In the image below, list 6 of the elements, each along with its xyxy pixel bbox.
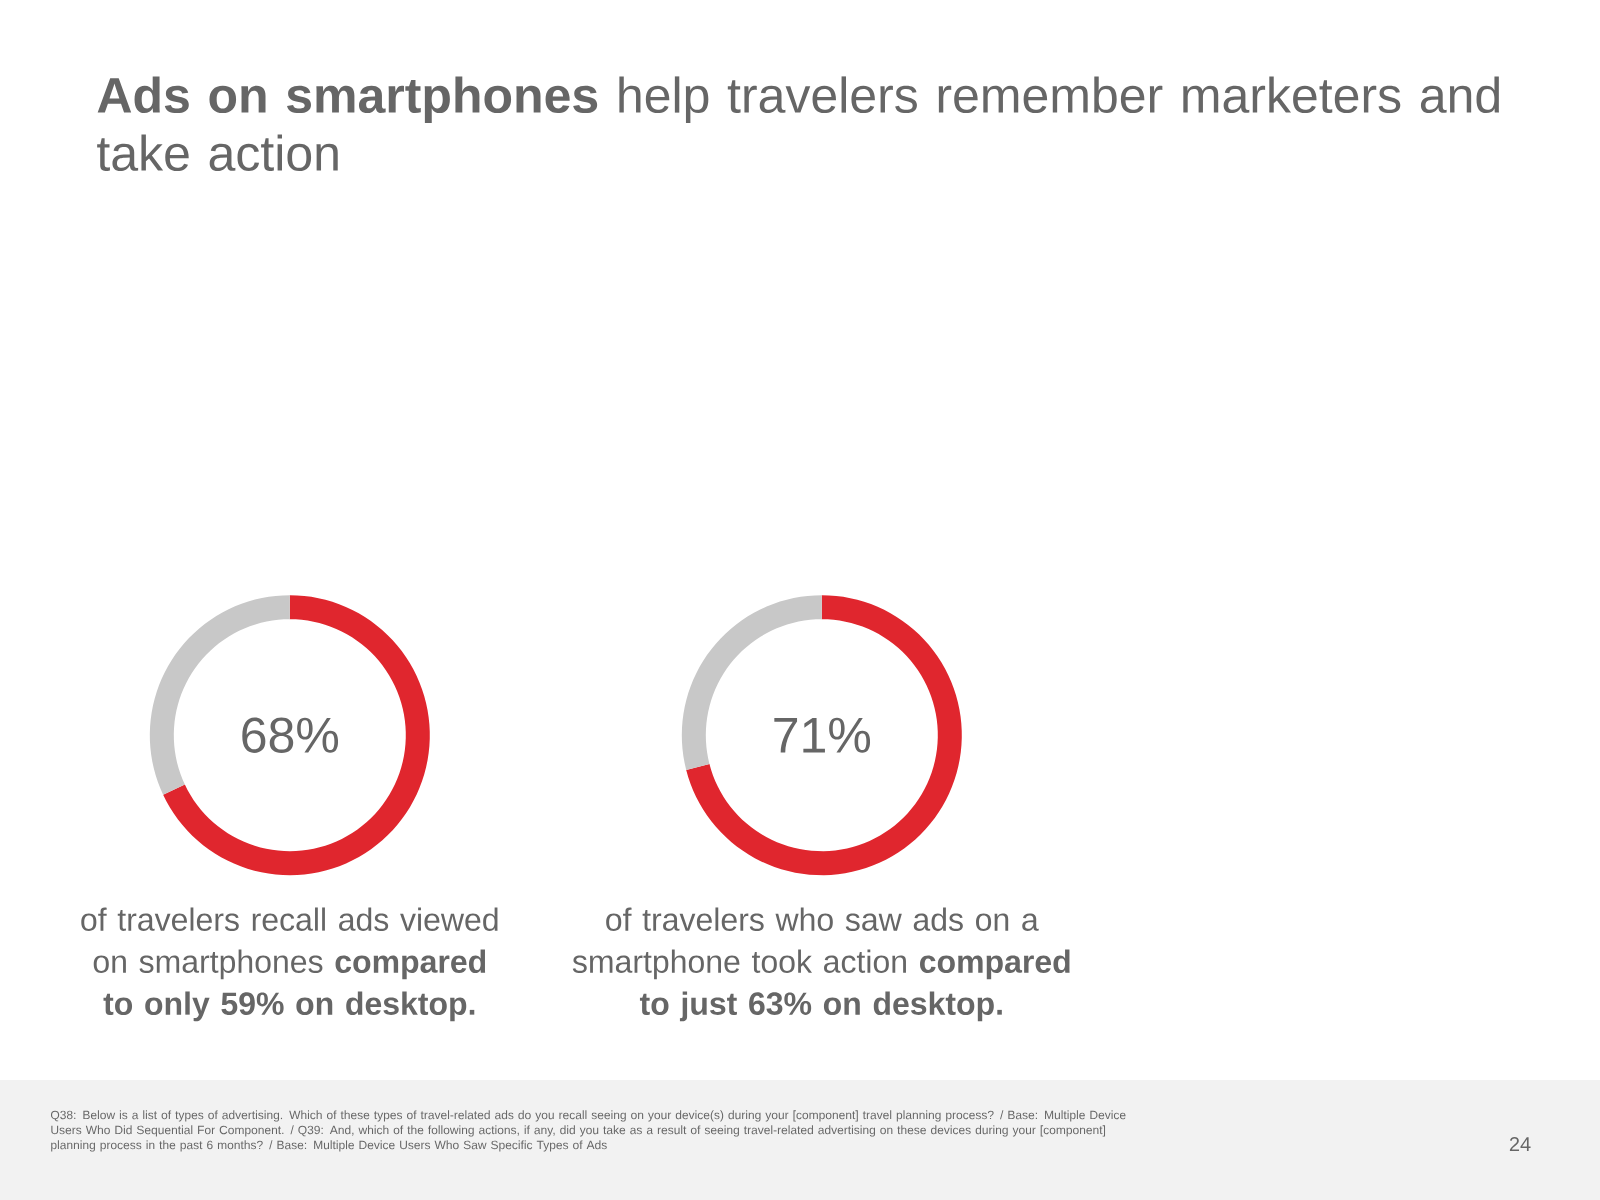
text: of travelers recall ads viewed on smartphones compared to only 59% on desktop.	[81, 907, 498, 1022]
chart-title: Ads on smartphones help travelers remember marketers and take action	[97, 76, 1499, 172]
text: of travelers who saw ads on a smartphone took action compared to just 63% on desktop.	[572, 907, 1070, 1022]
data-label: 68%	[242, 717, 339, 753]
text: 24	[1509, 1137, 1531, 1151]
data-label: 71%	[774, 717, 871, 753]
